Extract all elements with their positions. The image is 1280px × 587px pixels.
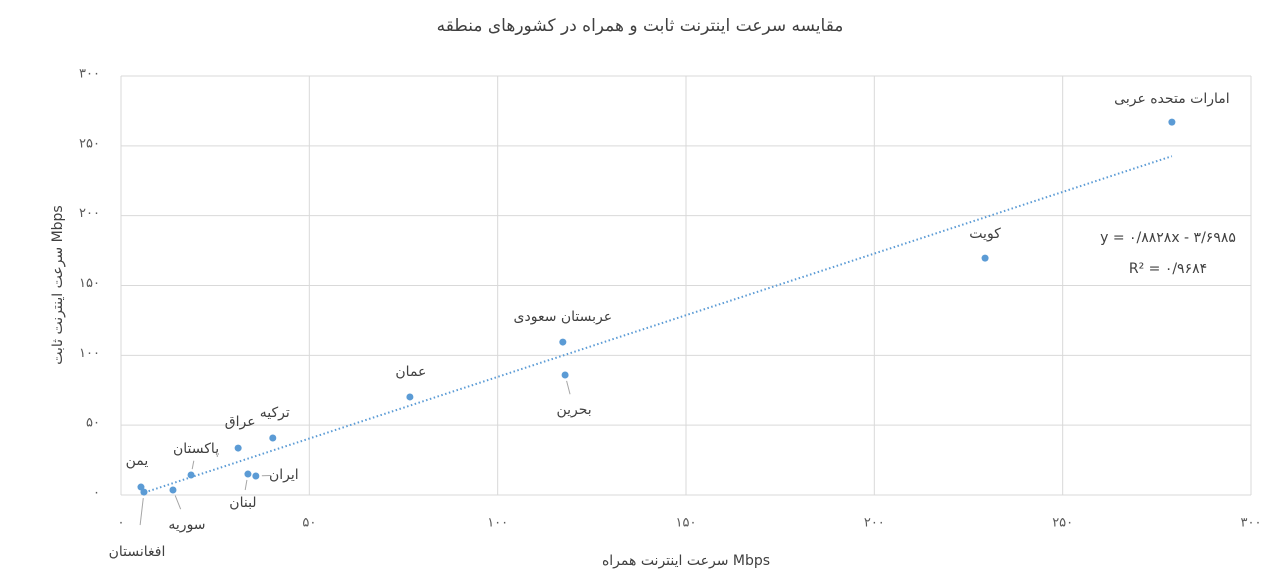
y-tick-label: ۰ <box>93 486 100 501</box>
point-label: ایران <box>269 467 299 483</box>
x-tick-label: ۳۰۰ <box>1241 516 1262 531</box>
point <box>406 393 414 401</box>
point-label: عراق <box>225 414 256 430</box>
point-label: بحرین <box>556 402 591 418</box>
x-tick-label: ۲۵۰ <box>1052 516 1073 531</box>
y-tick-label: ۱۰۰ <box>79 346 100 361</box>
point <box>269 434 277 442</box>
leader-line <box>139 497 144 526</box>
trendline-equation: y = ۰/۸۸۲۸x - ۳/۶۹۸۵ <box>1100 230 1236 246</box>
point <box>244 470 252 478</box>
y-axis-label: سرعت اینترنت ثابت Mbps <box>50 205 66 364</box>
point-label: افغانستان <box>109 544 166 560</box>
point <box>981 254 989 262</box>
x-axis-label: سرعت اینترنت همراه Mbps <box>602 553 770 569</box>
leader-line <box>244 479 248 491</box>
x-tick-label: ۱۰۰ <box>487 516 508 531</box>
chart-title: مقایسه سرعت اینترنت ثابت و همراه در کشور… <box>437 16 844 36</box>
point <box>187 471 195 479</box>
point-label: کویت <box>969 226 1001 242</box>
leader-line <box>174 495 182 510</box>
point <box>559 338 567 346</box>
point <box>234 444 242 452</box>
point-label: عمان <box>395 364 426 380</box>
y-tick-label: ۵۰ <box>86 416 100 431</box>
x-tick-label: ۵۰ <box>302 516 316 531</box>
point <box>137 483 145 491</box>
point-label: عربستان سعودی <box>514 309 613 325</box>
point <box>169 486 177 494</box>
leader-line <box>191 460 195 470</box>
r-squared: R² = ۰/۹۶۸۴ <box>1129 261 1207 277</box>
point-label: یمن <box>126 453 149 469</box>
y-tick-label: ۳۰۰ <box>79 67 100 82</box>
point-label: امارات متحده عربی <box>1114 91 1229 107</box>
point-label: ترکیه <box>260 405 290 421</box>
x-tick-label: ۰ <box>118 516 125 531</box>
y-tick-label: ۱۵۰ <box>79 276 100 291</box>
point-label: لبنان <box>229 495 256 511</box>
trendline <box>140 155 1173 495</box>
point-label: سوریه <box>168 517 205 533</box>
x-tick-label: ۱۵۰ <box>676 516 697 531</box>
x-tick-label: ۲۰۰ <box>864 516 885 531</box>
point <box>561 371 569 379</box>
point-label: پاکستان <box>173 441 219 457</box>
y-tick-label: ۲۰۰ <box>79 206 100 221</box>
point <box>140 488 148 496</box>
point <box>1168 118 1176 126</box>
y-tick-label: ۲۵۰ <box>79 136 100 151</box>
leader-line <box>566 380 571 395</box>
point <box>252 472 260 480</box>
